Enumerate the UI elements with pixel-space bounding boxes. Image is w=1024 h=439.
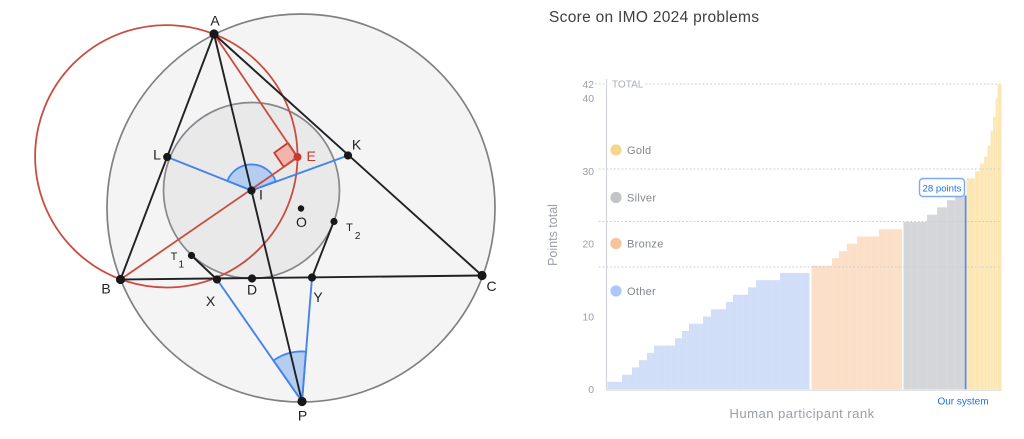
svg-text:Points total: Points total bbox=[546, 204, 560, 266]
svg-text:28 points: 28 points bbox=[923, 184, 962, 195]
svg-text:O: O bbox=[296, 214, 307, 230]
svg-text:T: T bbox=[346, 222, 353, 234]
svg-text:E: E bbox=[307, 148, 316, 164]
svg-text:TOTAL: TOTAL bbox=[612, 79, 644, 90]
svg-text:K: K bbox=[352, 137, 362, 153]
svg-text:Human participant rank: Human participant rank bbox=[729, 406, 874, 421]
svg-text:1: 1 bbox=[179, 260, 185, 271]
svg-text:Other: Other bbox=[627, 286, 656, 298]
svg-text:10: 10 bbox=[582, 312, 594, 323]
svg-text:T: T bbox=[171, 251, 178, 263]
svg-text:Silver: Silver bbox=[627, 193, 656, 205]
svg-text:P: P bbox=[298, 408, 307, 424]
svg-text:I: I bbox=[259, 187, 263, 203]
svg-text:42: 42 bbox=[582, 80, 594, 91]
svg-text:Gold: Gold bbox=[627, 145, 651, 157]
svg-text:X: X bbox=[206, 293, 216, 309]
svg-text:30: 30 bbox=[582, 167, 594, 178]
svg-text:C: C bbox=[486, 278, 496, 294]
svg-text:20: 20 bbox=[582, 240, 594, 251]
svg-text:Score on IMO 2024 problems: Score on IMO 2024 problems bbox=[549, 9, 759, 26]
svg-text:Our system: Our system bbox=[937, 396, 988, 407]
svg-text:D: D bbox=[247, 282, 257, 298]
svg-text:0: 0 bbox=[588, 385, 594, 396]
svg-text:Bronze: Bronze bbox=[627, 239, 664, 251]
svg-text:L: L bbox=[153, 147, 161, 163]
svg-text:Y: Y bbox=[313, 289, 323, 305]
svg-text:B: B bbox=[101, 281, 110, 297]
svg-text:A: A bbox=[210, 13, 220, 29]
svg-text:2: 2 bbox=[355, 231, 361, 242]
svg-text:40: 40 bbox=[582, 94, 594, 105]
